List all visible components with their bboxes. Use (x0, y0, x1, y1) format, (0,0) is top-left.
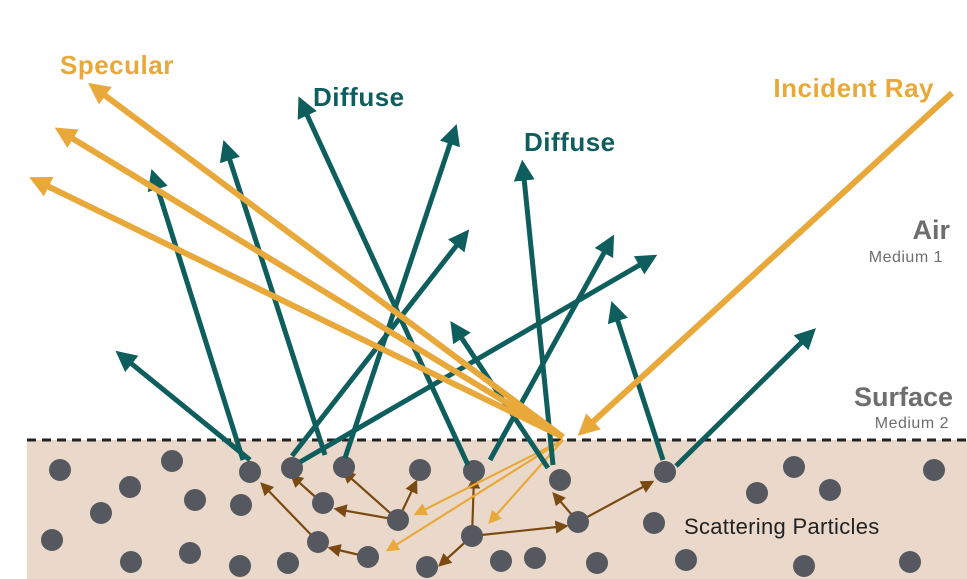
particle (161, 450, 183, 472)
diffuse-ray (342, 124, 460, 459)
particle (239, 461, 261, 483)
medium-1-title: Air (912, 215, 950, 245)
particle (312, 492, 334, 514)
particle (567, 511, 589, 533)
diffuse-ray (115, 350, 252, 462)
particle (119, 476, 141, 498)
diffuse-ray (297, 96, 471, 467)
particle (923, 459, 945, 481)
diffuse-label-left: Diffuse (313, 82, 405, 112)
particle (793, 555, 815, 577)
incident-ray (577, 90, 955, 436)
incident-ray-label: Incident Ray (773, 73, 934, 103)
particle (184, 489, 206, 511)
particle (654, 461, 676, 483)
particle (409, 459, 431, 481)
particle (333, 456, 355, 478)
particle (416, 556, 438, 578)
scattering-particles-label: Scattering Particles (684, 514, 880, 539)
particle (899, 551, 921, 573)
medium-2-subtitle: Medium 2 (875, 415, 949, 432)
particle (463, 460, 485, 482)
particle (675, 549, 697, 571)
particle (49, 459, 71, 481)
internal-scatter-arrow (342, 470, 399, 521)
scattering-particles (41, 450, 945, 578)
particle (586, 552, 608, 574)
particle (524, 547, 546, 569)
particle (230, 494, 252, 516)
diffuse-rays (115, 96, 816, 470)
particle (819, 479, 841, 501)
particle (783, 456, 805, 478)
specular-ray (54, 127, 565, 440)
diffuse-ray (674, 328, 816, 468)
particle (387, 509, 409, 531)
particle (461, 525, 483, 547)
diffuse-label-right: Diffuse (524, 127, 616, 157)
particle (357, 546, 379, 568)
particle (281, 457, 303, 479)
particle (41, 529, 63, 551)
internal-scatter-arrow (577, 480, 655, 523)
particle (120, 551, 142, 573)
medium-1-subtitle: Medium 1 (869, 249, 943, 266)
refracted-arrow (385, 439, 564, 552)
diffuse-ray (487, 234, 615, 462)
particle (746, 482, 768, 504)
particle (549, 469, 571, 491)
particle (490, 550, 512, 572)
particle (643, 512, 665, 534)
diffuse-ray (147, 168, 246, 461)
particle (179, 542, 201, 564)
specular-rays (29, 82, 565, 440)
particle (277, 552, 299, 574)
internal-scatter-arrow (471, 520, 569, 538)
particle (90, 502, 112, 524)
particle (229, 555, 251, 577)
specular-label: Specular (60, 50, 174, 80)
internal-scatter-arrow (260, 482, 319, 543)
diffuse-ray (513, 159, 556, 466)
specular-ray (88, 82, 565, 440)
diffuse-ray (607, 301, 666, 461)
surface-title: Surface (854, 382, 953, 412)
particle (307, 531, 329, 553)
specular-ray (29, 176, 565, 440)
